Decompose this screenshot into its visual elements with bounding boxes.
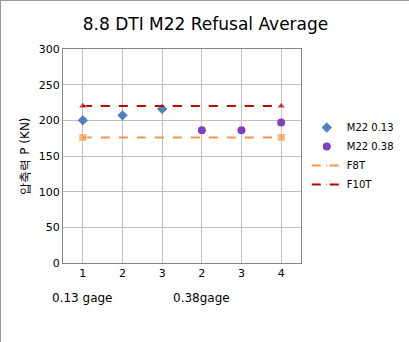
svg-text:50: 50 [46, 221, 60, 234]
svg-text:압축력 P (KN): 압축력 P (KN) [18, 117, 32, 194]
svg-text:300: 300 [39, 43, 60, 56]
svg-text:3: 3 [159, 267, 166, 280]
svg-text:250: 250 [39, 79, 60, 92]
svg-text:0.38gage: 0.38gage [173, 291, 230, 305]
svg-text:150: 150 [39, 150, 60, 163]
svg-text:8.8 DTI M22 Refusal Average: 8.8 DTI M22 Refusal Average [83, 14, 329, 34]
svg-text:0: 0 [53, 257, 60, 270]
svg-text:0.13 gage: 0.13 gage [52, 291, 113, 305]
svg-text:2: 2 [198, 267, 205, 280]
svg-text:2: 2 [119, 267, 126, 280]
svg-text:3: 3 [238, 267, 245, 280]
svg-text:F10T: F10T [347, 179, 372, 190]
svg-text:M22 0.38: M22 0.38 [347, 141, 394, 152]
svg-text:1: 1 [79, 267, 86, 280]
svg-text:4: 4 [278, 267, 285, 280]
svg-text:F8T: F8T [347, 160, 366, 171]
svg-text:100: 100 [39, 186, 60, 199]
svg-text:M22 0.13: M22 0.13 [347, 122, 394, 133]
svg-text:200: 200 [39, 114, 60, 127]
